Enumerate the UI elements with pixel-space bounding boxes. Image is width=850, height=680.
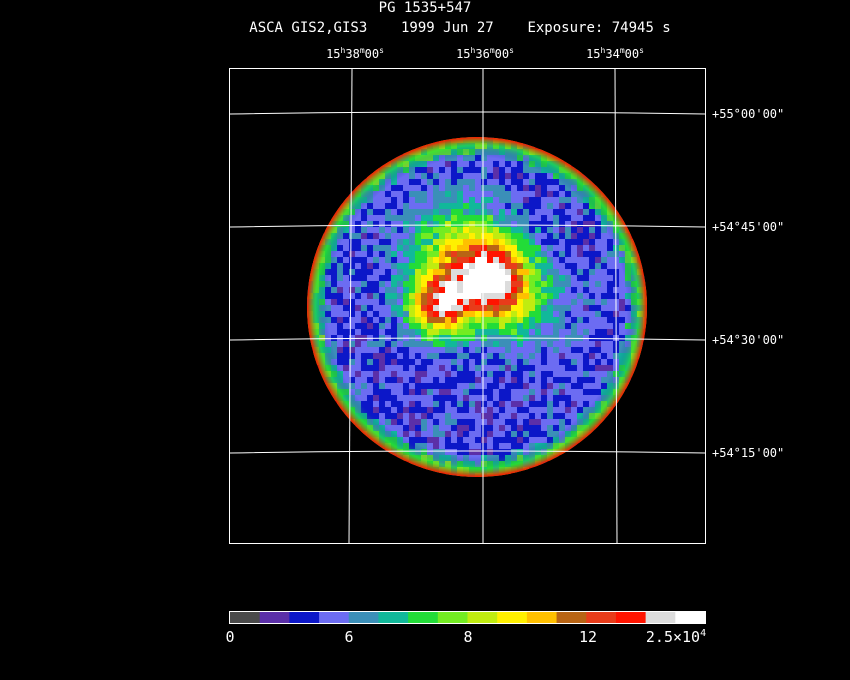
date-label: 1999 Jun 27 — [401, 20, 494, 36]
colorbar-tick: 12 — [578, 628, 598, 646]
colorbar-swatch — [675, 612, 706, 623]
colorbar-swatch — [378, 612, 409, 623]
colorbar-swatch — [437, 612, 468, 623]
title-observation: ASCA GIS2,GIS3 1999 Jun 27 Exposure: 749… — [0, 20, 850, 36]
instrument-label: ASCA GIS2,GIS3 — [249, 20, 368, 36]
ra-label: 15h38m00s — [326, 46, 384, 61]
dec-label: +54°45'00" — [712, 220, 785, 234]
colorbar — [230, 612, 706, 623]
colorbar-swatch — [467, 612, 498, 623]
colorbar-swatch — [526, 612, 558, 623]
colorbar-swatch — [259, 612, 290, 623]
colorbar-frame — [229, 611, 706, 624]
colorbar-tick: 8 — [463, 628, 473, 646]
colorbar-swatch — [289, 612, 320, 623]
colorbar-swatch — [319, 612, 350, 623]
colorbar-swatch — [408, 612, 439, 623]
colorbar-swatch — [230, 612, 261, 623]
colorbar-tick-max: 2.5×104 — [645, 628, 707, 646]
colorbar-swatch — [348, 612, 379, 623]
colorbar-swatch — [645, 612, 676, 623]
dec-label: +54°30'00" — [712, 333, 785, 347]
colorbar-swatch — [556, 612, 587, 623]
ra-label: 15h34m00s — [586, 46, 644, 61]
field-edge — [307, 137, 647, 477]
title-object: PG 1535+547 — [378, 0, 472, 16]
exposure-label: Exposure: 74945 s — [527, 20, 671, 36]
ra-label: 15h36m00s — [456, 46, 514, 61]
dec-label: +55°00'00" — [712, 107, 785, 121]
coordinate-grid — [229, 68, 706, 544]
dec-label: +54°15'00" — [712, 446, 785, 460]
colorbar-tick: 6 — [344, 628, 354, 646]
colorbar-swatch — [586, 612, 617, 623]
colorbar-swatch — [615, 612, 647, 623]
colorbar-tick: 0 — [225, 628, 235, 646]
colorbar-swatch — [497, 612, 528, 623]
